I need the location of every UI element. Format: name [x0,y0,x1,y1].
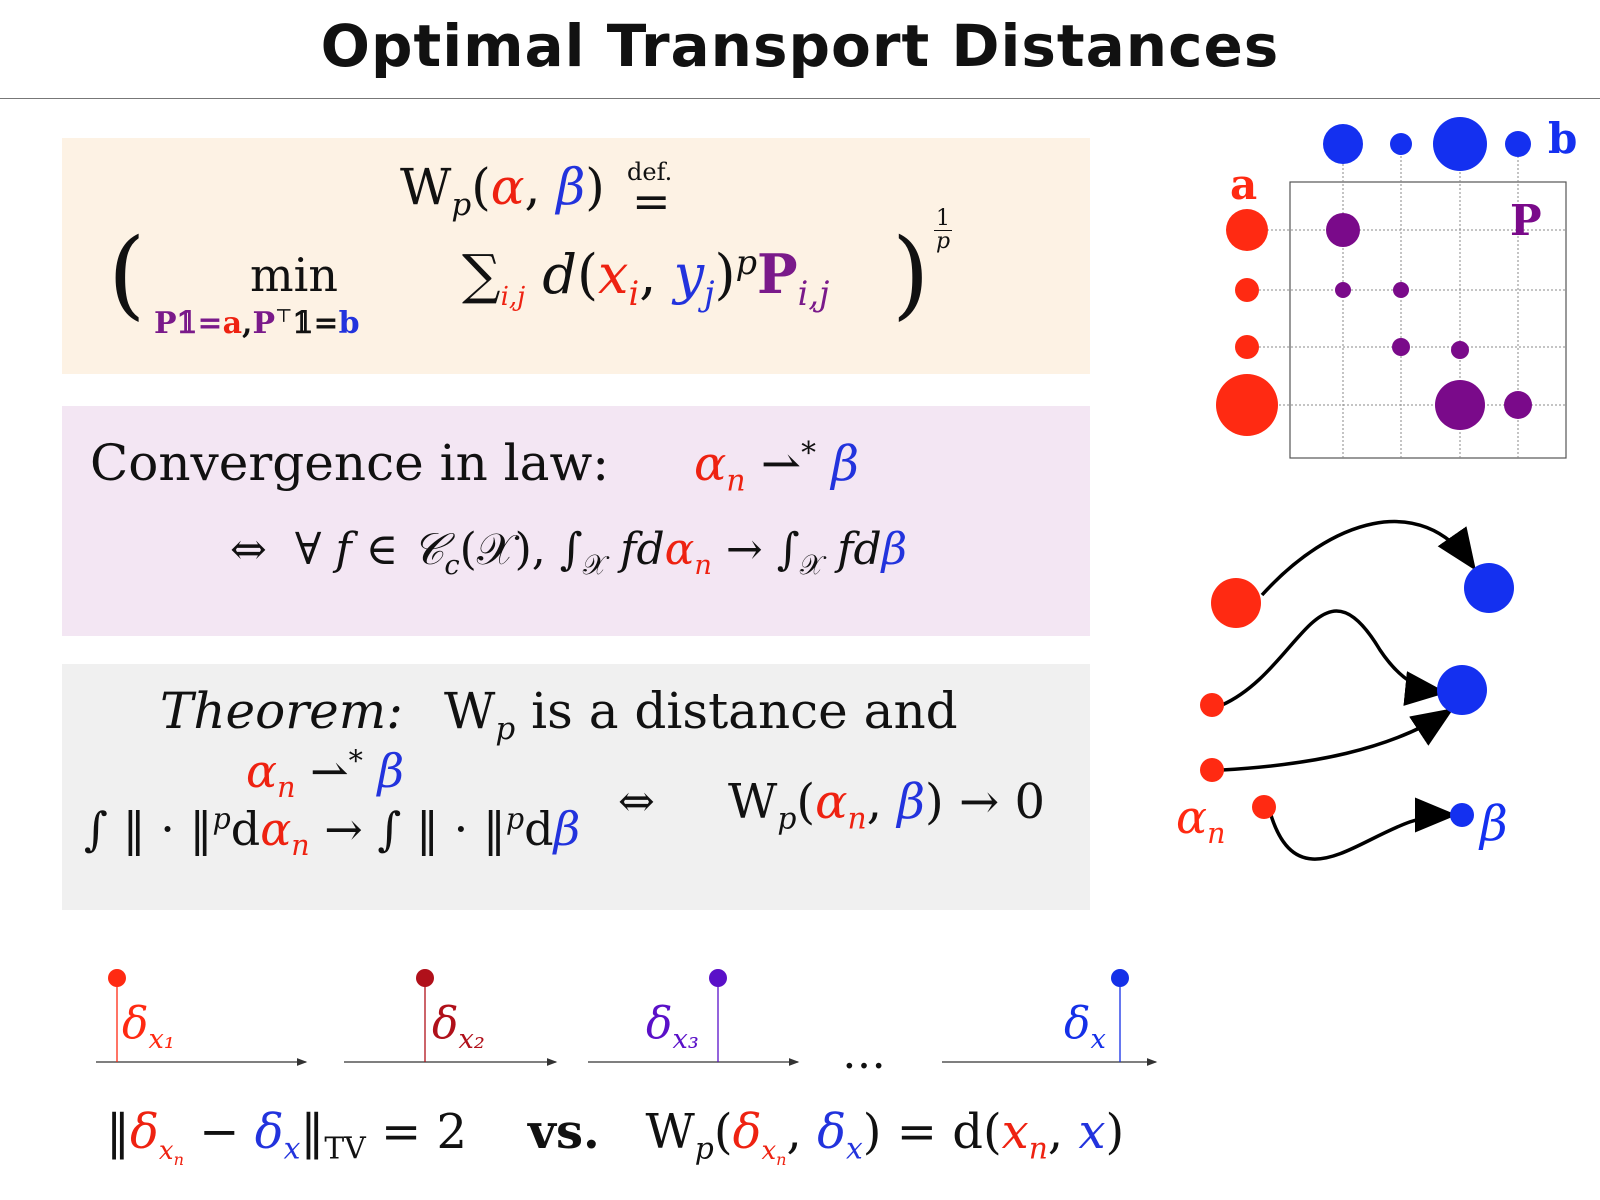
a-mass-3 [1235,335,1259,359]
plan-entry-4-3 [1435,380,1485,430]
label-beta: β [1480,796,1508,852]
plan-entry-2-2 [1393,282,1409,298]
plan-entry-3-3 [1451,341,1469,359]
transport-arrow-4 [1268,797,1457,861]
b-mass-4 [1505,131,1531,157]
dirac-mass-1 [108,969,126,987]
convergence-equivalence: ⇔ ∀ f ∈ 𝒞c(𝒳), ∫𝒳 fdαn → ∫𝒳 fdβ [230,524,908,581]
sum-expression: ∑i,j d(xi, yj)pPi,j [462,242,830,313]
beta-mass-1 [1464,563,1514,613]
theorem-weak-convergence: αn ⇀* β [246,744,405,805]
convergence-label: Convergence in law: [90,434,610,492]
b-mass-3 [1433,117,1487,171]
dirac-label-4: δx [1064,998,1106,1055]
plan-entry-3-2 [1392,338,1410,356]
a-mass-2 [1235,278,1259,302]
convergence-box: Convergence in law: αn ⇀* β ⇔ ∀ f ∈ 𝒞c(𝒳… [62,406,1090,636]
moment-convergence: ∫ ‖ · ‖pdαn → ∫ ‖ · ‖pdβ [84,802,581,863]
theorem-statement: Wp is a distance and [444,682,958,747]
b-mass-2 [1390,133,1412,155]
transport-arrow-1 [1260,519,1476,597]
defeq-sign: = [632,174,671,228]
page-title: Optimal Transport Distances [320,12,1280,80]
beta-mass-2 [1437,665,1487,715]
title-divider [0,98,1600,99]
alpha-n-mass-2 [1200,693,1224,717]
label-b: b [1548,114,1578,163]
dirac-mass-4 [1111,969,1129,987]
outer-exponent: 1 p [934,206,952,254]
wasserstein-lhs: Wp(α, β) [400,158,605,223]
beta-mass-3 [1450,803,1474,827]
transport-arrow-2 [1221,609,1447,707]
label-alpha-n: αn [1176,790,1226,851]
tv-vs-wasserstein: ‖δxn − δx‖TV = 2 vs. Wp(δxn, δx) = d(xn,… [106,1104,1125,1169]
coupling-frame [1289,181,1567,459]
plan-entry-4-4 [1504,391,1532,419]
theorem-equivalence: ⇔ [618,776,655,827]
dirac-label-1: δx₁ [122,998,175,1055]
right-paren: ) [892,218,930,330]
min-constraint: P𝟙=a,P⊤𝟙=b [154,306,360,341]
label-P: P [1510,196,1542,245]
min-operator: min [250,248,338,302]
theorem-conclusion: Wp(αn, β) → 0 [728,774,1045,837]
plan-entry-1-1 [1326,213,1360,247]
dirac-mass-2 [416,969,434,987]
defeq-label: def. [627,158,673,186]
b-mass-1 [1323,124,1363,164]
alpha-n-mass-4 [1252,795,1276,819]
left-paren: ( [108,218,146,330]
theorem-label: Theorem: [160,682,403,740]
transport-arrow-3 [1221,708,1454,772]
theorem-box: Theorem: Wp is a distance and αn ⇀* β ∫ … [62,664,1090,910]
a-mass-1 [1226,209,1268,251]
a-mass-4 [1216,374,1278,436]
weak-convergence: αn ⇀* β [694,436,859,499]
dirac-label-3: δx₃ [646,998,699,1055]
alpha-n-mass-3 [1200,758,1224,782]
dirac-label-2: δx₂ [432,998,485,1055]
plan-entry-2-1 [1335,282,1351,298]
dirac-mass-3 [709,969,727,987]
label-a: a [1230,160,1258,209]
alpha-n-mass-1 [1211,578,1261,628]
dirac-ellipsis: … [842,1028,886,1079]
definition-box: Wp(α, β) def. = ( min P𝟙=a,P⊤𝟙=b ∑i,j d(… [62,138,1090,374]
